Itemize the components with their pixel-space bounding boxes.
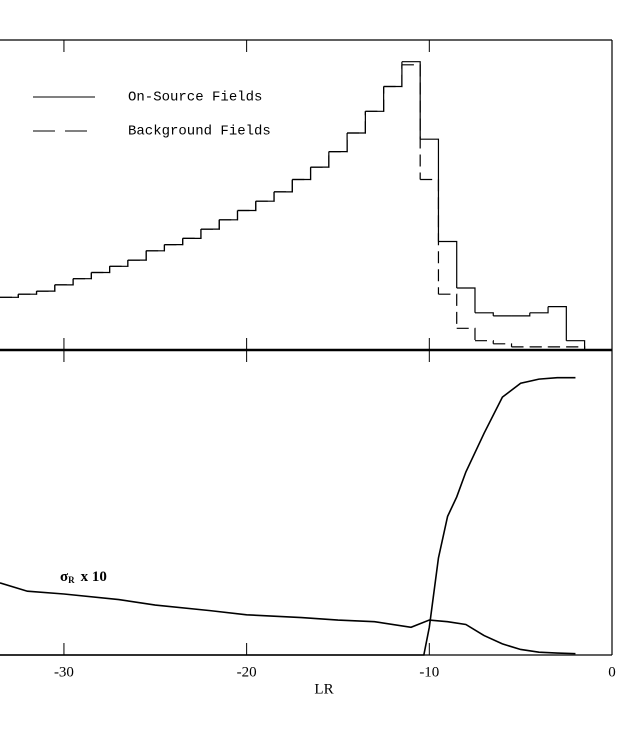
histogram-step <box>73 272 92 280</box>
histogram-step <box>292 167 312 181</box>
histogram-step <box>474 340 494 344</box>
x-axis-label: LR <box>314 681 333 697</box>
histogram-step <box>511 312 531 317</box>
histogram-step <box>347 111 366 134</box>
histogram-step <box>73 272 92 280</box>
histogram-step <box>182 229 202 239</box>
histogram-step <box>456 287 476 313</box>
histogram-step <box>310 151 330 168</box>
histogram-step <box>438 240 458 288</box>
annotation-symbol: σ <box>60 569 69 585</box>
histogram-step <box>328 133 348 153</box>
histogram-step <box>200 219 220 230</box>
histogram-step <box>274 179 293 193</box>
histogram-step <box>365 86 385 112</box>
histogram-step <box>401 64 421 180</box>
histogram-step <box>200 219 220 230</box>
histogram-step <box>182 229 202 239</box>
x-tick-label: -20 <box>237 664 257 680</box>
histogram-step <box>438 293 458 329</box>
histogram-step <box>420 178 440 295</box>
annotation-subscript: R <box>68 575 75 585</box>
histogram-step <box>146 244 166 252</box>
histogram-step <box>328 133 348 153</box>
histogram-step <box>0 294 19 298</box>
histogram-step <box>274 179 293 193</box>
annotation: σR x 10 <box>60 569 107 585</box>
histogram-step <box>456 327 476 341</box>
histogram-step <box>91 266 111 274</box>
histogram-step <box>401 61 421 140</box>
histogram-step <box>237 201 257 212</box>
x-tick-label: -10 <box>419 664 439 680</box>
histogram-step <box>164 238 184 246</box>
histogram-step <box>383 61 403 88</box>
annotation-text: x 10 <box>81 569 107 585</box>
histogram-step <box>219 210 239 221</box>
histogram-step <box>420 138 440 242</box>
histogram-step <box>383 64 403 88</box>
histogram-step <box>566 340 586 350</box>
histogram-step <box>255 191 275 202</box>
histogram-step <box>164 238 184 246</box>
histogram-step <box>474 312 494 316</box>
legend-label: Background Fields <box>128 124 271 140</box>
histogram-step <box>310 151 330 168</box>
histogram-step <box>36 284 56 292</box>
line <box>0 582 576 655</box>
histogram-step <box>566 346 586 350</box>
histogram-step <box>219 210 239 221</box>
histogram-step <box>292 167 312 181</box>
histogram-step <box>18 291 38 295</box>
x-tick-label: 0 <box>608 664 616 680</box>
histogram-step <box>493 343 513 347</box>
histogram-step <box>54 278 74 286</box>
histogram-step <box>109 260 129 267</box>
histogram-step <box>36 284 56 292</box>
histogram-step <box>548 306 567 341</box>
legend-label: On-Source Fields <box>128 90 262 106</box>
histogram-step <box>91 266 111 274</box>
histogram-step <box>127 250 147 261</box>
histogram-step <box>54 278 74 286</box>
histogram-step <box>255 191 275 202</box>
histogram-step <box>109 260 129 267</box>
histogram-step <box>347 111 366 134</box>
x-tick-label: -30 <box>54 664 74 680</box>
histogram-step <box>127 250 147 261</box>
histogram-step <box>365 86 385 112</box>
histogram-step <box>237 201 257 212</box>
histogram-step <box>529 306 549 314</box>
line <box>0 376 576 656</box>
histogram-step <box>146 244 166 252</box>
